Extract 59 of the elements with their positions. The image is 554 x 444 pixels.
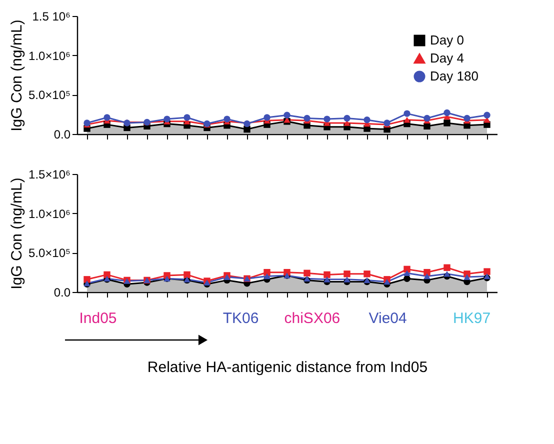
- point: [84, 276, 90, 283]
- point: [324, 271, 330, 278]
- point: [464, 114, 470, 122]
- y-tick-label: 0.0: [54, 128, 71, 142]
- text: Ind05: [79, 310, 117, 327]
- text: Vie04: [368, 310, 407, 327]
- point: [384, 278, 390, 285]
- point: [184, 114, 190, 121]
- point: [444, 109, 450, 116]
- point: [324, 276, 330, 282]
- y-axis-title: IgG Con (ng/mL): [8, 178, 26, 290]
- point: [424, 114, 430, 122]
- y-tick-label: 5.0×10⁵: [28, 246, 71, 260]
- point: [444, 120, 450, 126]
- point: [484, 268, 490, 275]
- point: [104, 271, 110, 278]
- point: [404, 266, 410, 273]
- point: [264, 273, 270, 280]
- point: [444, 264, 450, 271]
- point: [104, 114, 110, 121]
- y-tick-label: 1.5×10⁶: [28, 168, 71, 182]
- y-tick-label: 1.0×10⁶: [28, 48, 71, 63]
- legend-label: Day 0: [430, 32, 464, 48]
- point: [344, 114, 350, 122]
- point: [304, 114, 310, 122]
- point: [244, 126, 250, 133]
- text: HK97: [453, 310, 491, 327]
- point: [304, 270, 310, 276]
- point: [404, 270, 410, 276]
- point: [264, 114, 270, 121]
- point: [404, 275, 410, 282]
- point: [364, 116, 370, 124]
- legend-label: Day 180: [430, 68, 478, 84]
- point: [364, 270, 370, 278]
- y-axis-title: IgG Con (ng/mL): [8, 20, 26, 132]
- point: [284, 112, 290, 118]
- point: [404, 116, 410, 123]
- y-tick-label: 5.0×10⁵: [28, 88, 71, 102]
- point: [424, 273, 430, 280]
- y-tick-label: 1.5 10⁶: [32, 10, 71, 24]
- point: [444, 271, 450, 277]
- y-tick-label: 0.0: [54, 286, 71, 300]
- point: [224, 116, 230, 122]
- point: [424, 268, 430, 276]
- x-axis-title: Relative HA-antigenic distance from Ind05: [147, 359, 428, 376]
- point: [344, 276, 350, 282]
- point: [424, 122, 430, 130]
- point: [484, 112, 490, 118]
- legend-label: Day 4: [430, 50, 464, 66]
- point: [344, 270, 350, 278]
- text: chiSX06: [284, 310, 340, 327]
- point: [464, 274, 470, 280]
- point: [184, 271, 190, 278]
- point: [324, 116, 330, 122]
- point: [264, 268, 270, 276]
- point: [164, 116, 170, 122]
- text: TK06: [222, 310, 259, 327]
- y-tick-label: 1.0×10⁶: [28, 206, 71, 221]
- point: [404, 110, 410, 117]
